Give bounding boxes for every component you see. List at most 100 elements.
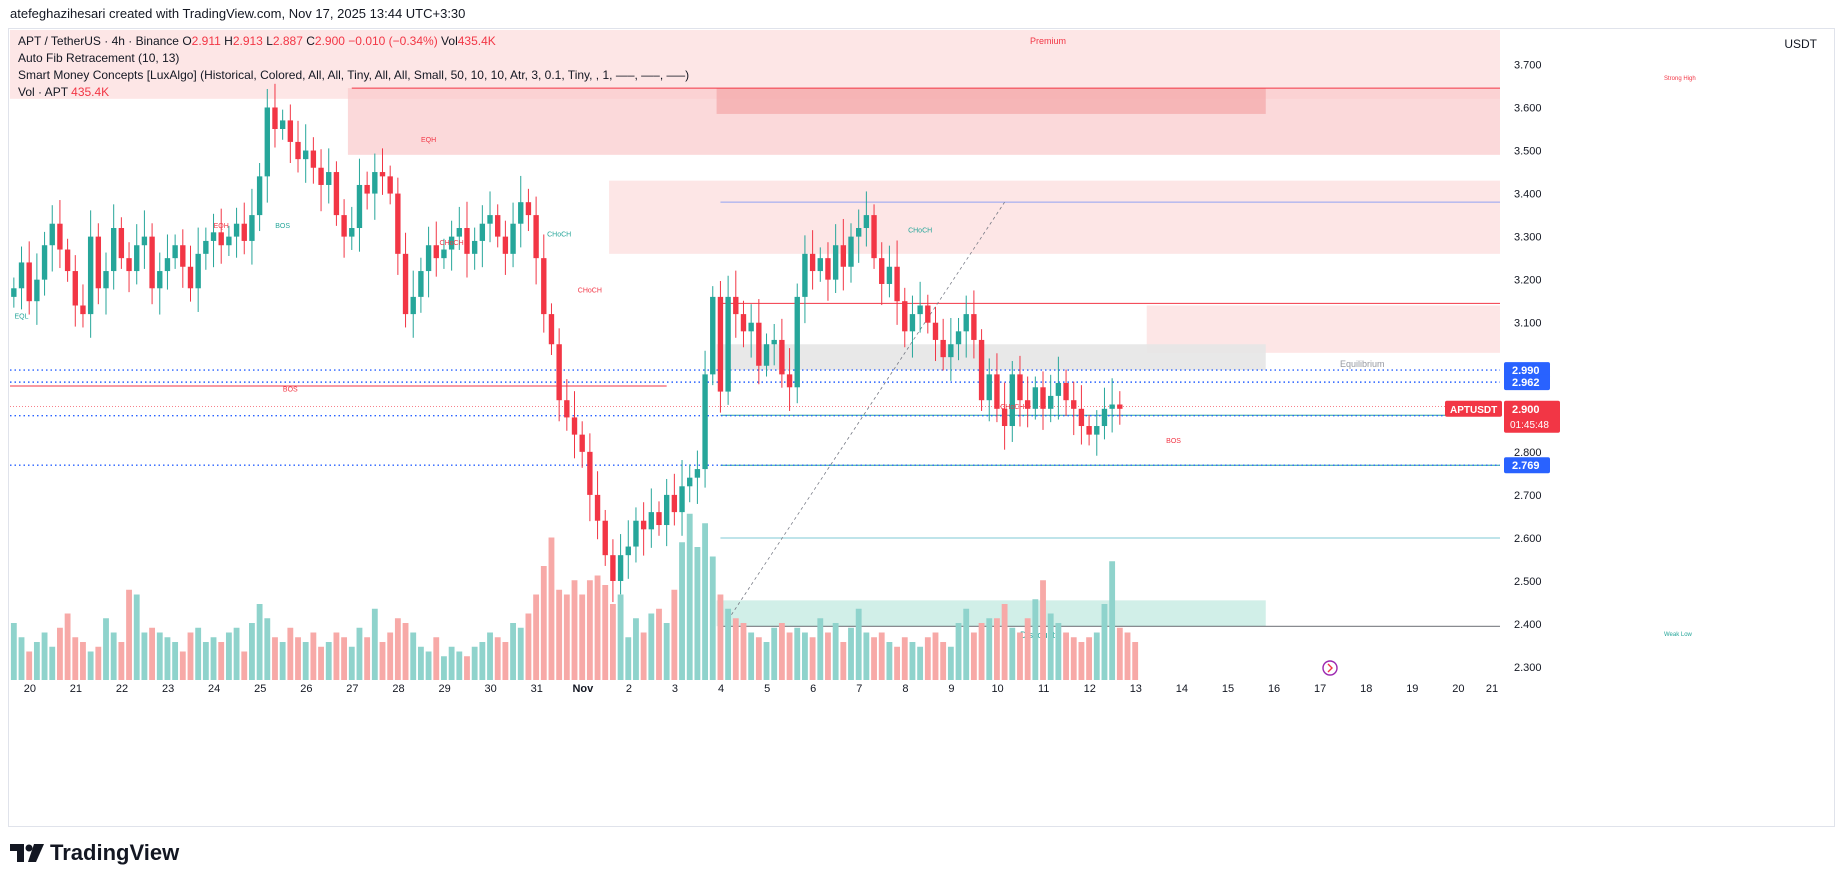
candle-body: [57, 223, 63, 250]
volume-bar: [901, 637, 908, 680]
candle: [763, 333, 770, 377]
candle: [533, 196, 539, 285]
candle: [879, 242, 885, 306]
last-price-text: 2.900: [1512, 404, 1540, 416]
candle-body: [318, 167, 324, 185]
x-tick-label: 31: [531, 683, 543, 695]
volume-bar: [1055, 623, 1062, 680]
smc-label-2: BOS: [275, 223, 290, 230]
candle: [402, 232, 409, 328]
volume-bar: [817, 618, 824, 680]
candle: [863, 191, 870, 247]
volume-bar: [525, 613, 532, 680]
candle-body: [64, 249, 71, 272]
candle: [548, 303, 555, 355]
candle: [1086, 415, 1092, 446]
candle: [710, 286, 716, 386]
symbol-legend[interactable]: APT / TetherUS · 4h · Binance O2.911 H2.…: [18, 34, 496, 48]
candle: [571, 391, 578, 459]
candle: [180, 229, 186, 288]
price-chart[interactable]: PremiumEquilibriumDiscountStrong HighWea…: [10, 30, 1835, 827]
candle-body: [333, 172, 340, 216]
candle: [917, 281, 923, 333]
candle: [64, 238, 71, 282]
y-tick-label: 2.700: [1514, 490, 1542, 502]
candle: [241, 202, 247, 255]
x-tick-label: 30: [485, 683, 497, 695]
volume-bar: [709, 556, 716, 680]
volume-bar: [287, 627, 294, 680]
last-price-symbol-text: APTUSDT: [1450, 405, 1497, 416]
candle-body: [587, 451, 593, 495]
volume-bar: [80, 642, 86, 680]
indicator-smc[interactable]: Smart Money Concepts [LuxAlgo] (Historic…: [18, 68, 690, 82]
candle: [126, 242, 132, 293]
x-tick-label: 18: [1360, 683, 1372, 695]
volume-bar: [348, 646, 355, 680]
change-value: −0.010 (−0.34%): [348, 34, 438, 48]
fib-diagonal: [727, 201, 1005, 620]
x-tick-label: 6: [810, 683, 816, 695]
volume-bar: [279, 642, 286, 680]
candle: [932, 306, 939, 362]
candle-body: [356, 184, 363, 229]
candle: [11, 277, 17, 308]
last-price-symbol-badge: [1445, 400, 1502, 417]
volume-bar: [686, 513, 693, 680]
candle: [287, 104, 294, 164]
volume-bar: [10, 623, 17, 680]
x-tick-label: 26: [300, 683, 312, 695]
candle: [1094, 410, 1100, 456]
volume-bar: [187, 632, 194, 680]
candle-body: [548, 314, 555, 345]
zone-0: [10, 30, 1500, 99]
currency-label[interactable]: USDT: [1784, 37, 1817, 51]
candle: [986, 358, 992, 422]
volume-bar: [41, 632, 48, 680]
candle: [1055, 356, 1062, 420]
indicator-fib[interactable]: Auto Fib Retracement (10, 13): [18, 51, 180, 65]
candle: [72, 255, 78, 327]
candle: [679, 460, 685, 536]
candle-body: [326, 172, 332, 185]
volume-bar: [1124, 632, 1131, 680]
volume-bar: [333, 632, 340, 680]
volume-bar: [725, 608, 732, 680]
volume-bar: [172, 642, 179, 680]
candle: [971, 290, 977, 359]
candle: [1117, 391, 1123, 425]
candle: [456, 206, 462, 250]
indicator-volume[interactable]: Vol · APT 435.4K: [18, 85, 109, 99]
candle: [425, 226, 432, 298]
x-tick-label: 3: [672, 683, 678, 695]
x-tick-label: 21: [1486, 683, 1498, 695]
candle-body: [640, 520, 647, 530]
volume-bar: [64, 613, 71, 680]
volume-bar: [110, 632, 117, 680]
candle-body: [233, 223, 240, 237]
volume-bar: [456, 651, 463, 680]
zone-3: [609, 180, 1500, 254]
candle-body: [1009, 374, 1015, 427]
candle-body: [986, 374, 992, 401]
volume-bar: [609, 604, 616, 680]
candle: [871, 204, 877, 269]
candle-body: [971, 314, 977, 340]
y-tick-label: 3.600: [1514, 102, 1542, 114]
chart-area[interactable]: PremiumEquilibriumDiscountStrong HighWea…: [10, 30, 1756, 823]
candle-body: [310, 150, 317, 168]
candle-body: [748, 322, 754, 332]
candle: [356, 158, 363, 252]
symbol-name[interactable]: APT / TetherUS · 4h · Binance: [18, 34, 179, 48]
candle-body: [241, 223, 247, 241]
volume-bar: [556, 589, 563, 680]
volume-bar: [932, 632, 939, 680]
candle: [963, 295, 969, 358]
candle-body: [80, 305, 86, 315]
candle-body: [940, 339, 946, 358]
smc-label-1: EQH: [214, 223, 229, 230]
candle-body: [779, 339, 785, 375]
close-value: 2.900: [314, 34, 345, 48]
candle: [57, 200, 63, 269]
volume-bar: [510, 623, 516, 680]
